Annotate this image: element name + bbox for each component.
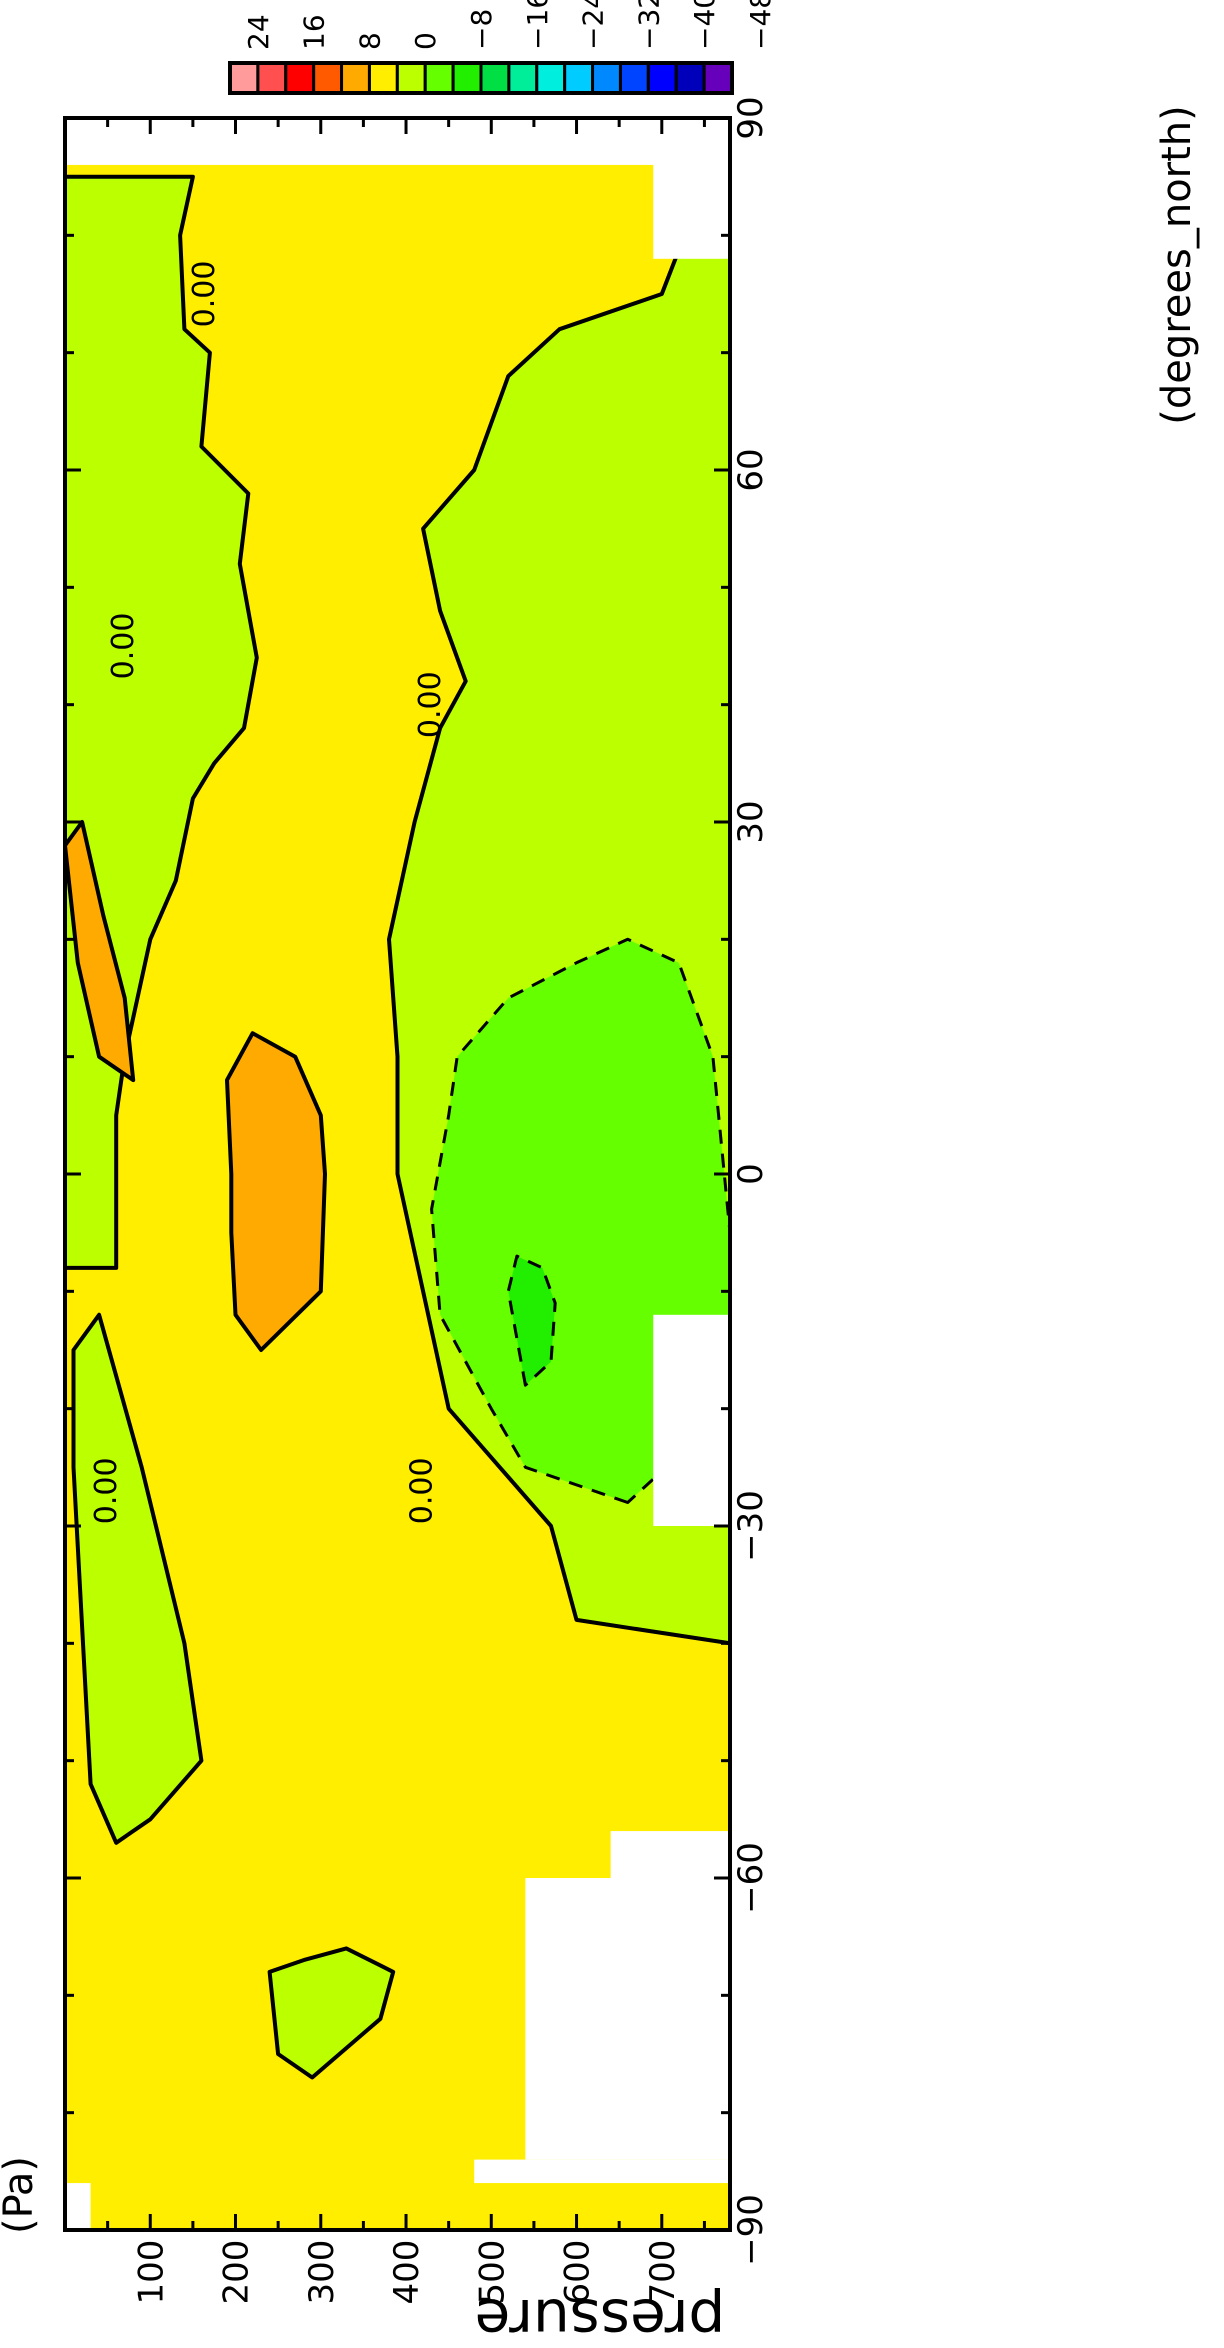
colorbar-swatch-7 xyxy=(423,61,455,95)
colorbar-swatch-12 xyxy=(563,61,595,95)
colorbar-swatch-16 xyxy=(674,61,706,95)
colorbar-swatch-9 xyxy=(479,61,511,95)
colorbar-swatch-15 xyxy=(646,61,678,95)
colorbar-swatch-2 xyxy=(284,61,316,95)
colorbar-swatch-14 xyxy=(618,61,650,95)
y-axis-label: pressure xyxy=(475,2286,726,2343)
missing-data-3 xyxy=(610,1831,730,1878)
axes: −90 −60 −30 0 30 60 90 100 200 300 400 500 600 700 xyxy=(63,96,771,2305)
field-region-1 xyxy=(71,1312,204,1845)
colorbar-frame xyxy=(228,61,734,95)
x-tick-label-60: 60 xyxy=(731,448,771,491)
colorbar-swatch-17 xyxy=(702,61,734,95)
missing-data-0 xyxy=(65,2183,91,2230)
colorbar-swatch-8 xyxy=(451,61,483,95)
y-tick-label-500: 500 xyxy=(472,2240,512,2305)
colorbar-label-0: 24 xyxy=(242,14,275,50)
y-tick-label-100: 100 xyxy=(131,2240,171,2305)
colorbar-label-7: −32 xyxy=(632,0,665,50)
colorbar-swatch-13 xyxy=(591,61,622,95)
x-tick-label--30: −30 xyxy=(731,1490,771,1562)
x-tick-label-90: 90 xyxy=(731,96,771,139)
x-axis-label: (degrees_north) xyxy=(1154,105,1200,425)
colorbar-swatch-4 xyxy=(340,61,371,95)
colorbar-swatch-10 xyxy=(507,61,539,95)
colorbar-swatch-3 xyxy=(312,61,344,95)
y-tick-label-600: 600 xyxy=(558,2240,598,2305)
colorbar-swatch-5 xyxy=(367,61,399,95)
y-tick-label-400: 400 xyxy=(387,2240,427,2305)
colorbar-label-5: −16 xyxy=(521,0,554,50)
colorbar-label-6: −24 xyxy=(577,0,610,50)
colorbar-label-9: −48 xyxy=(744,0,777,50)
colorbar-label-2: 8 xyxy=(353,32,386,50)
colorbar-label-4: −8 xyxy=(465,9,498,50)
colorbar-label-1: 16 xyxy=(298,14,331,50)
y-tick-label-200: 200 xyxy=(217,2240,257,2305)
x-tick-label--90: −90 xyxy=(731,2194,771,2266)
contour-label-2: 0.00 xyxy=(106,613,141,680)
y-tick-label-700: 700 xyxy=(643,2240,683,2305)
field-region-5 xyxy=(506,1254,557,1387)
y-axis-units: (Pa) xyxy=(0,2156,42,2234)
colorbar-swatch-0 xyxy=(228,61,260,95)
colorbar-label-3: 0 xyxy=(409,32,442,50)
plot-area: 0.00 0.00 0.00 0.00 0.00 xyxy=(65,118,730,2230)
contour-label-0: 0.00 xyxy=(89,1457,124,1524)
missing-data-1 xyxy=(474,2159,730,2184)
field-region-6 xyxy=(65,820,136,1083)
contour-label-1: 0.00 xyxy=(405,1457,440,1524)
y-tick-label-300: 300 xyxy=(302,2240,342,2305)
colorbar-label-8: −40 xyxy=(688,0,721,50)
field-region-7 xyxy=(225,1031,327,1352)
colorbar-swatch-1 xyxy=(256,61,288,95)
contour-label-3: 0.00 xyxy=(413,671,448,738)
missing-data-2 xyxy=(525,1878,730,2160)
missing-data-6 xyxy=(65,118,730,165)
missing-data-4 xyxy=(653,1314,730,1526)
colorbar-swatch-11 xyxy=(535,61,567,95)
x-tick-label--60: −60 xyxy=(731,1842,771,1914)
x-tick-label-0: 0 xyxy=(731,1163,771,1185)
x-tick-label-30: 30 xyxy=(731,800,771,843)
contour-label-4: 0.00 xyxy=(187,261,222,328)
colorbar-swatch-6 xyxy=(395,61,427,95)
colorbar: 24 16 8 0 −8 −16 −24 −32 −40 −48 xyxy=(228,0,777,95)
field-region-2 xyxy=(267,1946,396,2080)
